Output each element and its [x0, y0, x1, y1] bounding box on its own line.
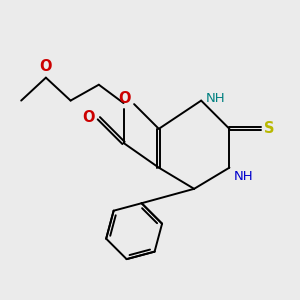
Text: S: S — [264, 121, 274, 136]
Text: O: O — [39, 59, 51, 74]
Text: NH: NH — [234, 170, 253, 184]
Text: NH: NH — [206, 92, 225, 105]
Text: O: O — [118, 91, 130, 106]
Text: O: O — [82, 110, 94, 125]
